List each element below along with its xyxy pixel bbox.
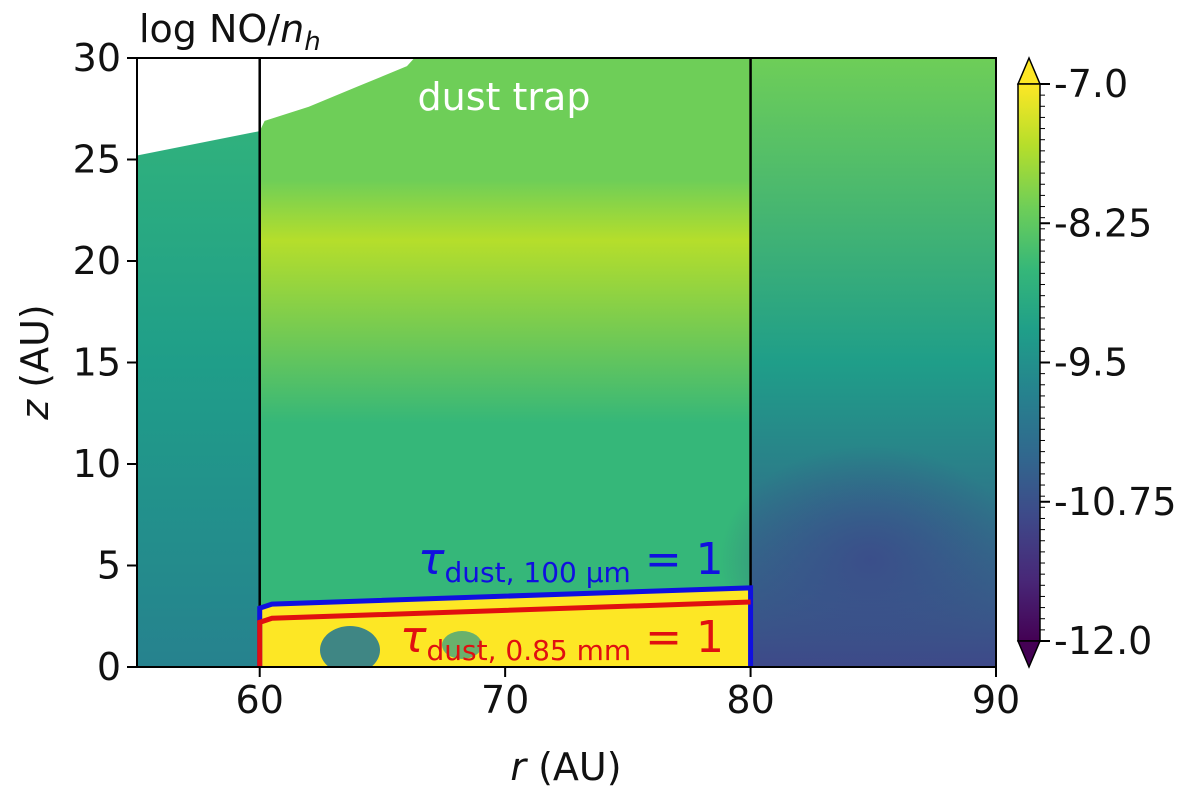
colorbar-tick-label: -10.75 (1054, 480, 1177, 524)
colorbar: -7.0 -8.25 -9.5 -10.75 -12.0 (1016, 56, 1177, 669)
x-axis-label: r (AU) (510, 745, 621, 789)
colorbar-ticks: -7.0 -8.25 -9.5 -10.75 -12.0 (1040, 62, 1177, 663)
y-axis-ticks: 0 5 10 15 20 25 30 (73, 36, 137, 689)
colorbar-tick-label: -12.0 (1054, 619, 1152, 663)
low-abundance-region (720, 445, 996, 667)
plot-area (137, 58, 996, 667)
x-tick-label: 70 (481, 678, 529, 722)
x-tick-label: 80 (726, 678, 774, 722)
y-tick-label: 0 (97, 645, 121, 689)
midplane-dark-patch (442, 631, 482, 659)
colorbar-tick-label: -9.5 (1054, 341, 1128, 385)
dust-trap-field (259, 58, 750, 667)
tau-dust-085mm-contour (257, 599, 751, 667)
midplane-dark-patch (320, 626, 380, 667)
y-tick-label: 10 (73, 442, 121, 486)
colorbar-tick-label: -8.25 (1054, 201, 1152, 245)
y-tick-label: 25 (73, 138, 121, 182)
y-tick-label: 15 (73, 341, 121, 385)
x-tick-label: 60 (236, 678, 284, 722)
y-tick-label: 5 (97, 544, 121, 588)
outside-grid-region (137, 58, 415, 156)
colorbar-tick-label: -7.0 (1054, 62, 1128, 106)
colorbar-body (1017, 83, 1041, 642)
y-tick-label: 30 (73, 36, 121, 80)
dust-trap-label: dust trap (418, 75, 591, 119)
chart-title: log NO/nh (139, 7, 321, 57)
y-axis-label: z (AU) (13, 304, 57, 421)
tau-085mm-label: τdust, 0.85 mm = 1 (400, 612, 724, 667)
x-tick-label: 90 (972, 678, 1020, 722)
x-axis-ticks: 60 70 80 90 (236, 667, 1020, 722)
tau-100um-label: τdust, 100 μm = 1 (418, 534, 724, 589)
y-tick-label: 20 (73, 239, 121, 283)
colorbar-bottom-extension (1016, 640, 1042, 669)
outer-left-field (137, 58, 259, 667)
colorbar-top-extension (1016, 56, 1042, 85)
